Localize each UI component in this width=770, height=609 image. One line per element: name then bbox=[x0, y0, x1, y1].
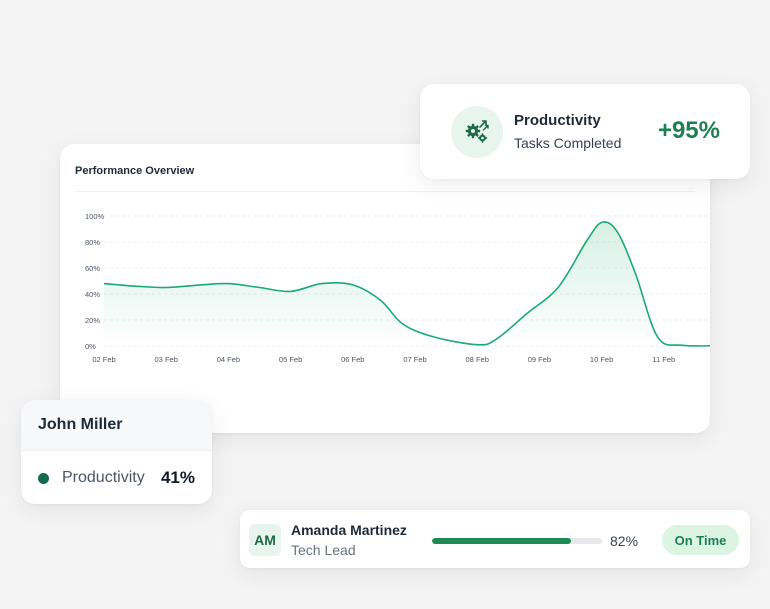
progress-bar-fill bbox=[432, 538, 572, 544]
x-tick-label: 08 Feb bbox=[466, 355, 489, 364]
y-tick-label: 0% bbox=[85, 342, 96, 351]
x-tick-label: 02 Feb bbox=[92, 355, 115, 364]
y-tick-label: 20% bbox=[85, 316, 100, 325]
person-metric-label: Productivity bbox=[62, 469, 145, 486]
member-name: Amanda Martinez bbox=[291, 522, 407, 538]
chart-area-fill bbox=[104, 221, 710, 346]
person-productivity-card: John Miller Productivity 41% bbox=[21, 400, 212, 504]
chart-title: Performance Overview bbox=[75, 165, 195, 177]
productivity-subtitle: Tasks Completed bbox=[514, 135, 622, 151]
productivity-card: Productivity Tasks Completed +95% bbox=[420, 84, 750, 179]
x-tick-label: 06 Feb bbox=[341, 355, 364, 364]
person-card-header: John Miller bbox=[21, 400, 212, 451]
status-dot-icon bbox=[38, 473, 49, 484]
y-tick-label: 60% bbox=[85, 264, 100, 273]
x-tick-label: 04 Feb bbox=[217, 355, 240, 364]
x-tick-label: 09 Feb bbox=[528, 355, 551, 364]
x-tick-label: 05 Feb bbox=[279, 355, 302, 364]
productivity-value: +95% bbox=[657, 117, 720, 144]
member-progress-row: AM Amanda Martinez Tech Lead 82% On Time bbox=[240, 510, 750, 568]
y-tick-label: 100% bbox=[85, 212, 105, 221]
x-tick-label: 03 Feb bbox=[155, 355, 178, 364]
chart-divider bbox=[75, 191, 695, 192]
person-metric-value: 41% bbox=[160, 468, 195, 487]
performance-chart-card: Performance Overview 100% 80% 60% 40% 20% 0% … bbox=[60, 144, 710, 433]
x-tick-label: 10 Feb bbox=[590, 355, 613, 364]
performance-chart: 100% 80% 60% 40% 20% 0% 02 Feb 03 Feb 04 Feb 05 … bbox=[85, 212, 710, 364]
person-name: John Miller bbox=[38, 416, 123, 433]
productivity-icon-badge bbox=[451, 106, 503, 158]
progress-percent: 82% bbox=[610, 533, 639, 549]
avatar: AM bbox=[249, 524, 281, 556]
x-tick-label: 07 Feb bbox=[403, 355, 426, 364]
progress-bar bbox=[432, 538, 602, 544]
productivity-title: Productivity bbox=[514, 112, 601, 129]
status-badge: On Time bbox=[662, 525, 739, 555]
chart-series-line bbox=[103, 221, 710, 347]
y-tick-label: 40% bbox=[85, 290, 100, 299]
gears-growth-icon bbox=[465, 120, 489, 143]
y-tick-label: 80% bbox=[85, 238, 100, 247]
member-role: Tech Lead bbox=[291, 542, 356, 558]
x-tick-label: 11 Feb bbox=[652, 355, 675, 364]
